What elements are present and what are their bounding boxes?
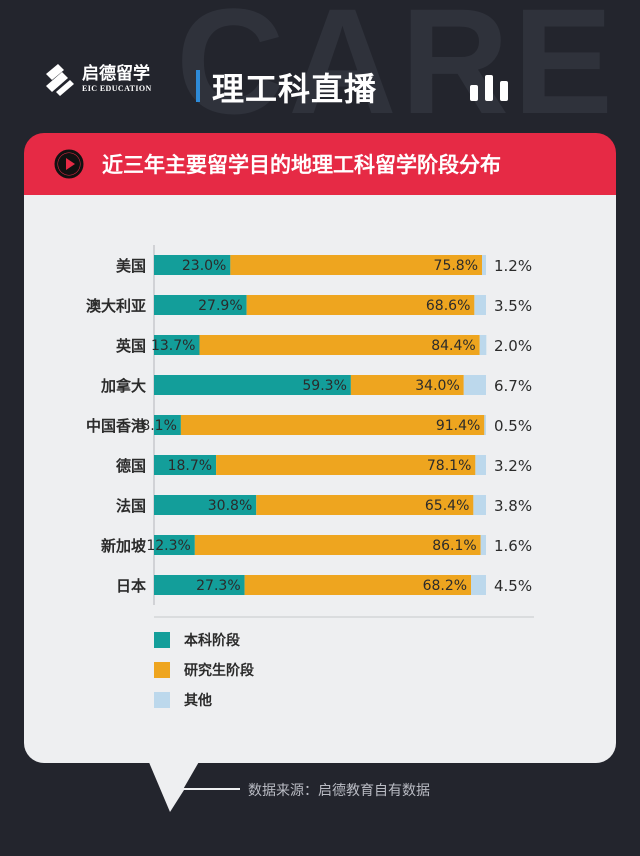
- stacked-bar-chart: 美国 23.0% 75.8% 1.2% 澳大利亚 27.9% 68.6% 3.5% 英国 13.7…: [86, 245, 534, 709]
- data-label-other: 3.2%: [494, 457, 532, 475]
- play-icon: [54, 149, 84, 179]
- chart-title: 近三年主要留学目的地理工科留学阶段分布: [102, 153, 501, 177]
- brand-name: 启德留学: [82, 64, 150, 84]
- data-label-other: 3.8%: [494, 497, 532, 515]
- data-label-graduate: 75.8%: [434, 258, 478, 274]
- chart-card: 美国 23.0% 75.8% 1.2% 澳大利亚 27.9% 68.6% 3.5% 英国 13.7…: [24, 195, 616, 763]
- data-label-graduate: 91.4%: [436, 418, 480, 434]
- data-label-other: 2.0%: [494, 337, 532, 355]
- category-label: 新加坡: [101, 537, 146, 555]
- bar-segment-graduate: [230, 255, 483, 275]
- bar-segment-graduate: [199, 335, 480, 355]
- bar-segment-graduate: [180, 415, 485, 435]
- bar-segment-other: [475, 455, 486, 475]
- data-source-note: 数据来源：启德教育自有数据: [248, 783, 430, 799]
- bar-segment-other: [473, 495, 486, 515]
- legend-label-graduate: 研究生阶段: [184, 662, 254, 679]
- signal-bars-icon: [470, 75, 508, 101]
- brand-mark-icon: [46, 64, 74, 96]
- bar-segment-other: [479, 335, 487, 355]
- category-label: 加拿大: [100, 377, 146, 395]
- bar-segment-undergrad: [154, 335, 200, 355]
- data-label-undergrad: 30.8%: [208, 498, 252, 514]
- data-label-undergrad: 27.3%: [196, 578, 240, 594]
- bar-segment-graduate: [246, 295, 475, 315]
- data-label-other: 4.5%: [494, 577, 532, 595]
- category-label: 美国: [116, 257, 146, 275]
- data-label-undergrad: 13.7%: [151, 338, 195, 354]
- bar-segment-graduate: [350, 375, 464, 395]
- bar-segment-graduate: [194, 535, 481, 555]
- bar-segment-other: [474, 295, 486, 315]
- data-label-graduate: 68.2%: [423, 578, 467, 594]
- category-label: 法国: [116, 497, 146, 515]
- data-label-graduate: 78.1%: [427, 458, 471, 474]
- category-label: 澳大利亚: [86, 297, 146, 315]
- bar-segment-other: [463, 375, 486, 395]
- bar-segment-other: [471, 575, 486, 595]
- bar-segment-undergrad: [154, 295, 247, 315]
- data-label-other: 0.5%: [494, 417, 532, 435]
- data-label-graduate: 34.0%: [415, 378, 459, 394]
- data-label-other: 1.6%: [494, 537, 532, 555]
- bar-segment-undergrad: [154, 455, 217, 475]
- data-label-graduate: 68.6%: [426, 298, 470, 314]
- bar-segment-other: [482, 255, 486, 275]
- category-label: 日本: [116, 577, 146, 595]
- bar-segment-undergrad: [154, 495, 257, 515]
- data-label-undergrad: 12.3%: [146, 538, 190, 554]
- category-label: 英国: [116, 337, 146, 355]
- data-label-undergrad: 27.9%: [198, 298, 242, 314]
- bar-segment-graduate: [256, 495, 474, 515]
- brand-logo: 启德留学 EIC EDUCATION: [42, 62, 152, 96]
- bar-segment-undergrad: [154, 535, 195, 555]
- brand-name-en: EIC EDUCATION: [82, 84, 152, 93]
- data-label-other: 3.5%: [494, 297, 532, 315]
- header-accent-bar: [196, 70, 200, 102]
- bar-segment-graduate: [244, 575, 472, 595]
- bar-segment-undergrad: [154, 255, 231, 275]
- category-label: 德国: [116, 457, 146, 475]
- category-label: 中国香港: [86, 417, 147, 435]
- bar-segment-other: [480, 535, 486, 555]
- data-label-undergrad: 59.3%: [302, 378, 346, 394]
- data-label-graduate: 84.4%: [431, 338, 475, 354]
- legend-swatch-graduate: [154, 662, 170, 678]
- card-header: 近三年主要留学目的地理工科留学阶段分布: [24, 133, 616, 195]
- legend-label-other: 其他: [184, 692, 212, 709]
- data-label-undergrad: 8.1%: [141, 418, 177, 434]
- page-title: 理工科直播: [212, 70, 378, 108]
- data-label-graduate: 86.1%: [432, 538, 476, 554]
- data-label-other: 1.2%: [494, 257, 532, 275]
- bar-segment-undergrad: [154, 415, 181, 435]
- legend-label-undergrad: 本科阶段: [184, 632, 240, 649]
- bar-segment-undergrad: [154, 375, 351, 395]
- background-watermark: CARE: [176, 0, 618, 145]
- bar-segment-graduate: [216, 455, 476, 475]
- data-label-other: 6.7%: [494, 377, 532, 395]
- speech-bubble-tail: [148, 760, 240, 812]
- data-label-undergrad: 23.0%: [182, 258, 226, 274]
- legend-swatch-undergrad: [154, 632, 170, 648]
- bar-segment-other: [484, 415, 486, 435]
- bar-segment-undergrad: [154, 575, 245, 595]
- legend-swatch-other: [154, 692, 170, 708]
- data-label-graduate: 65.4%: [425, 498, 469, 514]
- data-label-undergrad: 18.7%: [168, 458, 212, 474]
